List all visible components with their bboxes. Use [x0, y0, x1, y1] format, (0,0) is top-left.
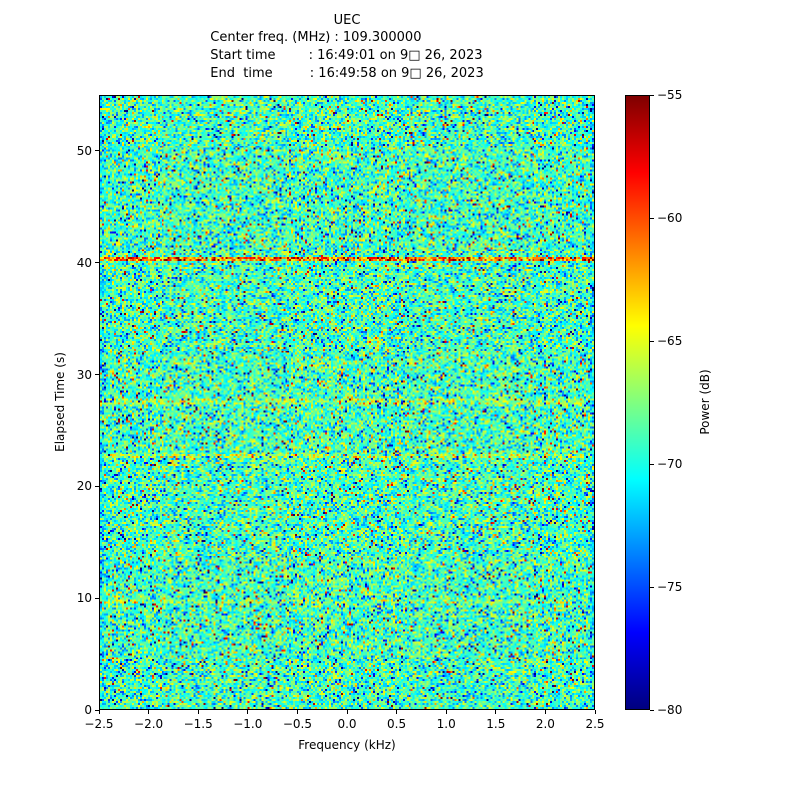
x-tick-label: −0.5	[282, 717, 312, 731]
x-tick-mark	[197, 710, 199, 714]
y-tick-mark	[95, 150, 99, 152]
colorbar-tick-mark	[650, 340, 654, 342]
start-time-line: Start time : 16:49:01 on 9□ 26, 2023	[210, 48, 483, 63]
colorbar-tick-label: −55	[657, 88, 683, 102]
end-time-line: End time : 16:49:58 on 9□ 26, 2023	[210, 66, 484, 81]
x-tick-label: 1.5	[486, 717, 506, 731]
colorbar-tick-mark	[650, 217, 654, 219]
colorbar-tick-label: −60	[657, 211, 683, 225]
colorbar-tick-label: −70	[657, 457, 683, 471]
colorbar-tick-mark	[650, 709, 654, 711]
x-tick-mark	[495, 710, 497, 714]
center-freq-line: Center freq. (MHz) : 109.300000	[210, 30, 422, 45]
colorbar-label: Power (dB)	[698, 369, 712, 435]
x-tick-label: −2.5	[84, 717, 114, 731]
x-tick-mark	[445, 710, 447, 714]
y-tick-mark	[95, 597, 99, 599]
x-tick-label: −1.0	[233, 717, 263, 731]
colorbar-tick-mark	[650, 94, 654, 96]
x-tick-mark	[247, 710, 249, 714]
x-tick-label: 0.0	[337, 717, 357, 731]
y-tick-mark	[95, 374, 99, 376]
x-tick-label: −1.5	[183, 717, 213, 731]
y-tick-label: 0	[84, 703, 92, 717]
colorbar-tick-label: −75	[657, 580, 683, 594]
x-tick-mark	[396, 710, 398, 714]
colorbar-tick-label: −65	[657, 334, 683, 348]
y-tick-label: 30	[76, 367, 92, 382]
colorbar-tick-mark	[650, 463, 654, 465]
x-tick-mark	[544, 710, 546, 714]
x-tick-label: 2.5	[585, 717, 605, 731]
y-tick-label: 20	[76, 479, 92, 494]
spectrogram-canvas	[100, 96, 594, 709]
colorbar-tick-label: −80	[657, 703, 683, 717]
plot-header: UEC Center freq. (MHz) : 109.300000 Star…	[99, 12, 595, 83]
y-tick-label: 10	[76, 591, 92, 606]
x-tick-mark	[296, 710, 298, 714]
x-tick-label: 1.0	[436, 717, 456, 731]
x-tick-mark	[98, 710, 100, 714]
y-tick-mark	[95, 262, 99, 264]
x-tick-mark	[148, 710, 150, 714]
spectrogram-axes	[99, 95, 595, 710]
y-tick-mark	[95, 485, 99, 487]
colorbar	[625, 95, 650, 710]
x-tick-label: 0.5	[387, 717, 407, 731]
colorbar-tick-mark	[650, 586, 654, 588]
y-tick-label: 40	[76, 255, 92, 270]
x-tick-label: 2.0	[535, 717, 555, 731]
x-tick-label: −2.0	[134, 717, 164, 731]
y-tick-mark	[95, 709, 99, 711]
plot-title: UEC	[333, 13, 361, 28]
x-axis-label: Frequency (kHz)	[298, 738, 396, 752]
x-tick-mark	[346, 710, 348, 714]
x-tick-mark	[594, 710, 596, 714]
y-tick-label: 50	[76, 143, 92, 158]
plot-subtitle-block: Center freq. (MHz) : 109.300000 Start ti…	[210, 29, 483, 83]
